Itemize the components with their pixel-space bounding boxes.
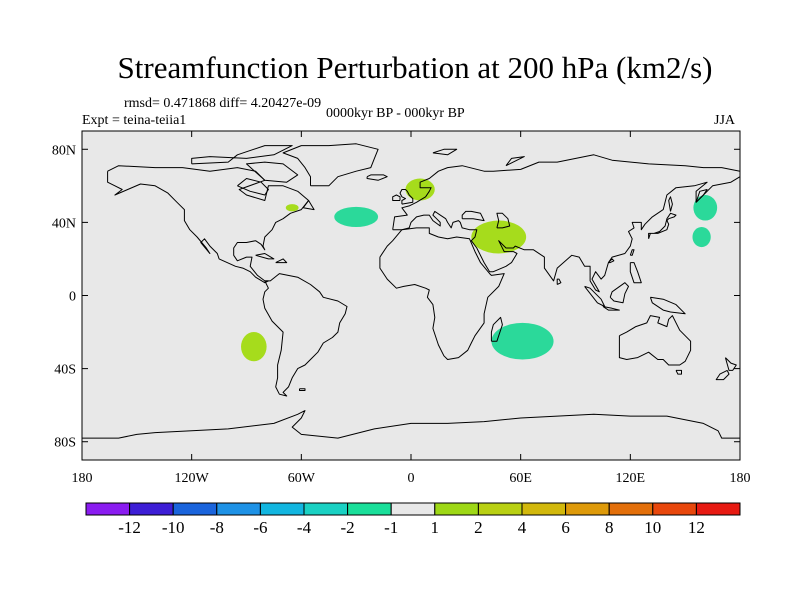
- plot-title: Streamfunction Perturbation at 200 hPa (…: [117, 50, 713, 85]
- coastline-newfoundland: [302, 200, 315, 211]
- coastline-ireland: [392, 194, 401, 201]
- colorbar-swatch: [85, 502, 131, 516]
- coastlines: [82, 143, 741, 439]
- coastline-antarctica: [82, 410, 740, 439]
- colorbar-swatch: [608, 502, 654, 516]
- colorbar-label: 6: [561, 518, 570, 537]
- coastline-baffin: [246, 161, 299, 183]
- coastline-new-guinea: [649, 296, 686, 315]
- coastline-borneo: [609, 282, 629, 304]
- coastline-britain: [399, 189, 414, 205]
- lon-tick-label: 60W: [288, 471, 316, 486]
- colorbar-label: -4: [297, 518, 312, 537]
- rmsd-diff-label: rmsd= 0.471868 diff= 4.20427e-09: [124, 96, 322, 111]
- coastline-japan: [648, 212, 677, 239]
- colorbar-label: -10: [162, 518, 185, 537]
- lon-tick-label: 120W: [175, 471, 210, 486]
- colorbar-swatch: [303, 502, 349, 516]
- colorbar-label: -1: [384, 518, 398, 537]
- colorbar-label: -6: [253, 518, 267, 537]
- lon-tick-label: 0: [408, 471, 415, 486]
- colorbar-swatch: [477, 502, 523, 516]
- colorbar-label: 10: [644, 518, 661, 537]
- colorbar-label: -2: [341, 518, 355, 537]
- lat-tick-label: 80S: [54, 436, 76, 451]
- colorbar: -12 -10 -8 -6 -4 -2 -1 1 2 4 6 8 10 12: [85, 502, 741, 537]
- colorbar-swatch: [172, 502, 218, 516]
- coastline-sakhalin: [668, 196, 673, 212]
- colorbar-swatch: [390, 502, 436, 516]
- coastline-falklands: [299, 388, 306, 391]
- coastline-kamchatka: [695, 189, 708, 203]
- anomaly-layer: [241, 178, 718, 362]
- coastline-arctic-isles: [191, 145, 293, 165]
- anomaly-scandinavia-positive: [405, 178, 435, 201]
- axis-ticks: 180 120W 60W 0 60E 120E 180 80N 40N 0 40S 80S: [52, 131, 751, 486]
- coastline-hudson-bay: [237, 178, 269, 196]
- lat-tick-label: 40S: [54, 363, 76, 378]
- colorbar-swatch: [129, 502, 174, 516]
- map-background: [82, 131, 740, 460]
- anomaly-newfoundland-positive: [285, 204, 299, 212]
- coastline-sumatra: [584, 285, 606, 307]
- lon-tick-label: 180: [72, 471, 93, 486]
- coastline-tasmania: [675, 369, 682, 375]
- colorbar-label: -12: [118, 518, 141, 537]
- anomaly-north-pacific-negative-south: [692, 226, 711, 248]
- coastline-greenland: [282, 143, 379, 187]
- coastline-java: [602, 306, 620, 311]
- coastline-taiwan: [629, 249, 635, 256]
- colorbar-label: -8: [210, 518, 224, 537]
- coastline-cuba: [255, 253, 275, 260]
- coastline-africa: [379, 227, 505, 360]
- coastline-iceland: [366, 174, 388, 181]
- colorbar-swatch: [347, 502, 392, 516]
- coastline-hainan: [608, 258, 615, 264]
- colorbar-label: 2: [474, 518, 483, 537]
- coastline-eurasia: [392, 154, 741, 293]
- lon-tick-label: 60E: [509, 471, 532, 486]
- colorbar-label: 4: [518, 518, 527, 537]
- colorbar-label: 12: [688, 518, 705, 537]
- lat-tick-label: 0: [69, 290, 76, 305]
- lat-tick-label: 40N: [52, 216, 76, 231]
- coastline-black-sea: [461, 210, 485, 222]
- coastline-hispaniola: [275, 258, 288, 264]
- colorbar-swatch: [695, 502, 741, 516]
- coastline-caspian: [496, 212, 511, 229]
- colorbar-label: 1: [431, 518, 440, 537]
- colorbar-swatch: [434, 502, 479, 516]
- lon-tick-label: 120E: [616, 471, 646, 486]
- coastline-australia: [618, 315, 692, 366]
- anomaly-south-pacific-positive: [241, 332, 267, 362]
- experiment-label: Expt = teina-teiia1: [82, 113, 187, 128]
- lat-tick-label: 80N: [52, 143, 76, 158]
- season-label: JJA: [714, 113, 736, 128]
- coastline-sri-lanka: [556, 278, 562, 285]
- colorbar-swatch: [565, 502, 610, 516]
- anomaly-north-atlantic-negative: [334, 206, 379, 227]
- period-label: 0000kyr BP - 000kyr BP: [326, 106, 465, 121]
- coastline-new-zealand: [724, 357, 737, 371]
- lon-tick-label: 180: [730, 471, 751, 486]
- anomaly-north-pacific-negative-north: [693, 194, 718, 221]
- coastline-south-america: [262, 273, 348, 397]
- anomaly-south-indian-ocean-negative: [491, 322, 554, 360]
- coastline-novaya-zemlya: [505, 156, 525, 167]
- colorbar-label: 8: [605, 518, 614, 537]
- coastline-north-america: [107, 165, 310, 284]
- coastline-svalbard: [432, 148, 458, 156]
- colorbar-swatch: [216, 502, 261, 516]
- coastline-philippines: [629, 262, 642, 284]
- anomaly-middle-east-positive: [471, 220, 527, 254]
- coastline-madagascar: [490, 316, 503, 342]
- colorbar-swatch: [259, 502, 305, 516]
- coastline-new-zealand-south: [715, 369, 730, 381]
- colorbar-swatch: [521, 502, 567, 516]
- colorbar-swatch: [652, 502, 697, 516]
